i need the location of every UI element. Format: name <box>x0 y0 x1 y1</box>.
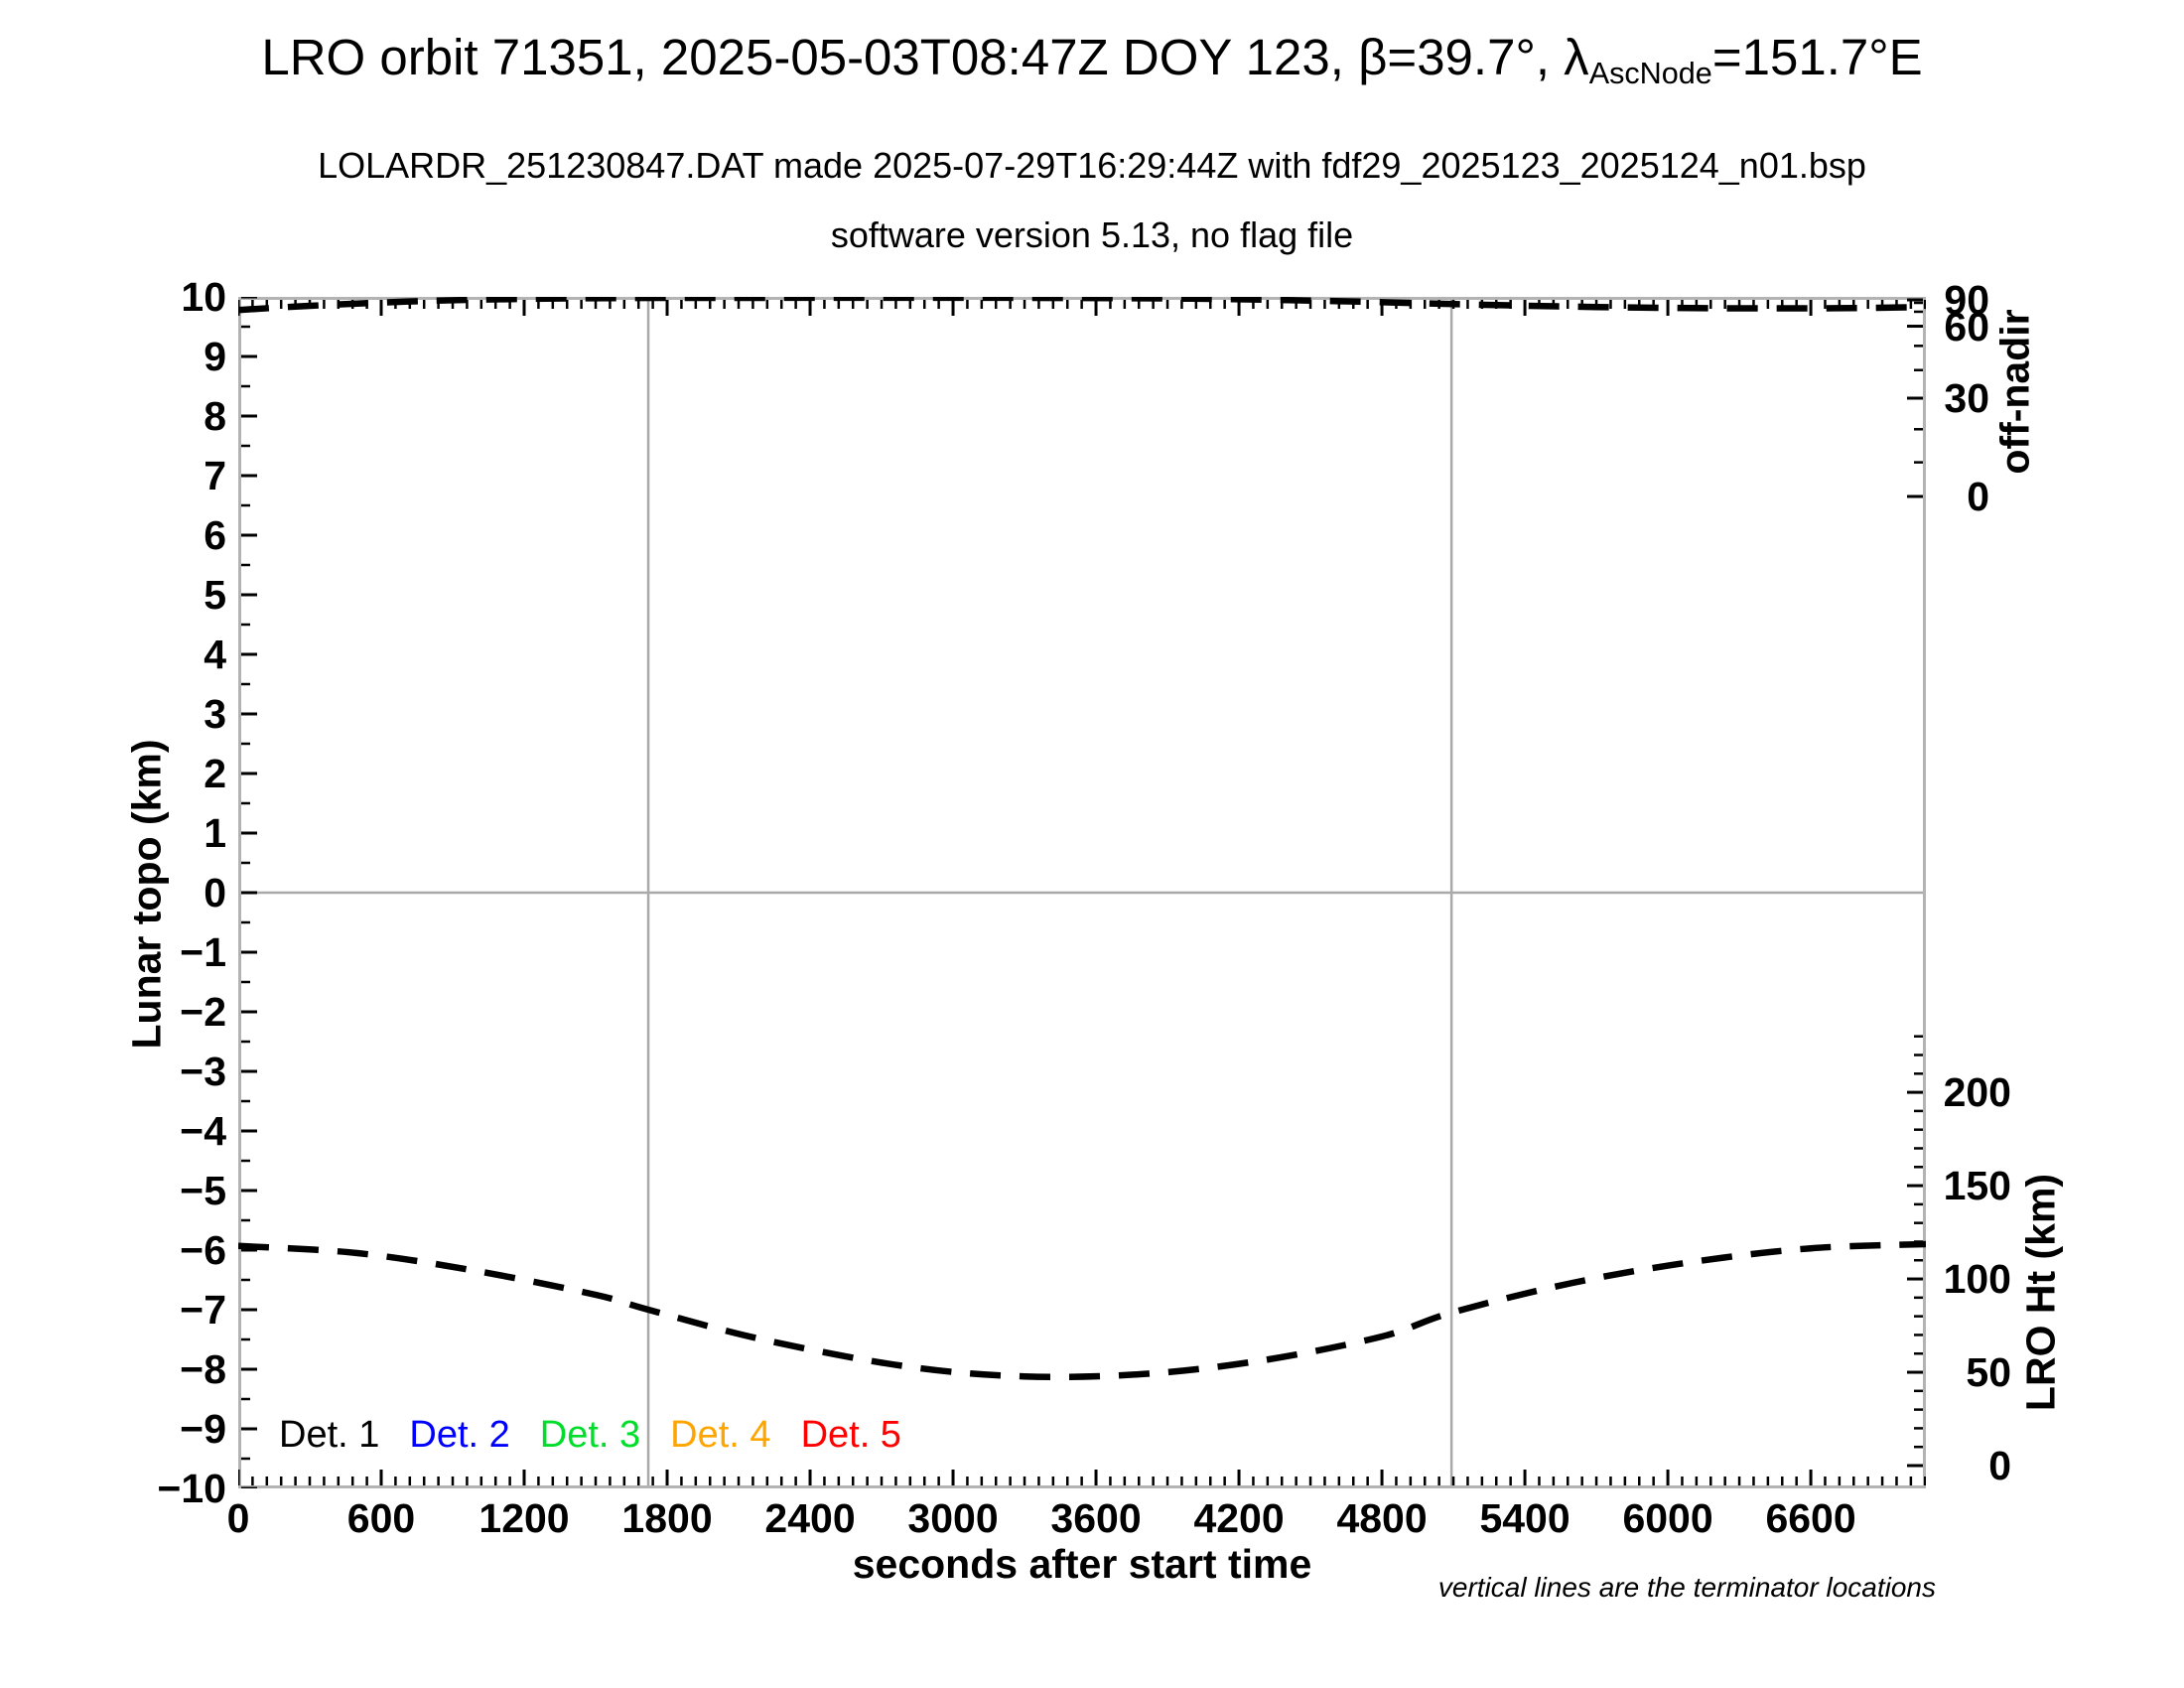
y-left-tick-label: −10 <box>157 1466 226 1511</box>
off-nadir-tick-label: 60 <box>1944 303 1989 350</box>
title-subscript: AscNode <box>1588 56 1712 90</box>
x-tick-label: 1800 <box>621 1495 713 1541</box>
y-left-tick-label: 3 <box>204 691 226 737</box>
lro-ht-tick-label: 150 <box>1943 1163 2011 1209</box>
y-left-tick-label: 4 <box>204 632 226 677</box>
title-suffix: =151.7°E <box>1711 29 1923 85</box>
legend-det-5: Det. 5 <box>800 1414 901 1456</box>
title-main: LRO orbit 71351, 2025-05-03T08:47Z DOY 1… <box>261 29 1589 85</box>
y-left-tick-label: 8 <box>204 393 226 439</box>
x-tick-label: 1200 <box>478 1495 570 1541</box>
y-left-tick-label: 7 <box>204 453 226 498</box>
y-left-tick-label: −4 <box>180 1108 226 1154</box>
y-left-tick-label: −2 <box>180 989 226 1035</box>
legend-det-2: Det. 2 <box>409 1414 510 1456</box>
plot-area <box>238 297 1926 1488</box>
detector-legend: Det. 1 Det. 2 Det. 3 Det. 4 Det. 5 <box>279 1414 901 1457</box>
x-tick-label: 600 <box>346 1495 416 1541</box>
y-left-tick-label: −5 <box>180 1168 226 1213</box>
y-left-tick-label: 0 <box>204 870 226 915</box>
y-left-tick-label: −3 <box>180 1049 226 1094</box>
y-left-tick-label: −6 <box>180 1227 226 1273</box>
y-left-tick-label: 1 <box>204 810 226 856</box>
curve-off-nadir <box>238 297 1926 314</box>
off-nadir-tick-label: 30 <box>1944 375 1989 421</box>
x-tick-label: 3600 <box>1050 1495 1142 1541</box>
lro-ht-tick-label: 0 <box>1988 1443 2011 1488</box>
legend-det-3: Det. 3 <box>539 1414 641 1456</box>
x-axis-title: seconds after start time <box>852 1541 1312 1587</box>
legend-det-4: Det. 4 <box>670 1414 771 1456</box>
off-nadir-tick-label: 90 <box>1944 277 1989 323</box>
y-left-tick-label: 9 <box>204 334 226 379</box>
off-nadir-tick-label: 0 <box>1967 474 1989 519</box>
x-tick-label: 0 <box>226 1495 250 1541</box>
y-axis-title-right-bottom: LRO Ht (km) <box>2017 1173 2064 1412</box>
y-left-tick-label: 6 <box>204 512 226 558</box>
y-left-tick-label: 10 <box>181 274 226 320</box>
x-tick-label: 4200 <box>1193 1495 1285 1541</box>
lro-ht-tick-label: 50 <box>1966 1349 2011 1396</box>
legend-det-1: Det. 1 <box>279 1414 380 1456</box>
y-axis-title-left: Lunar topo (km) <box>123 739 170 1050</box>
y-left-tick-label: −1 <box>180 929 226 975</box>
x-tick-label: 5400 <box>1479 1495 1570 1541</box>
subtitle-file-info: LOLARDR_251230847.DAT made 2025-07-29T16… <box>318 145 1866 186</box>
y-axis-title-right-top: off-nadir <box>1991 309 2038 475</box>
x-tick-label: 6600 <box>1765 1495 1856 1541</box>
y-left-tick-label: −7 <box>180 1287 226 1333</box>
lro-ht-tick-label: 200 <box>1943 1069 2011 1116</box>
x-tick-label: 6000 <box>1622 1495 1713 1541</box>
x-tick-label: 4800 <box>1336 1495 1428 1541</box>
y-left-tick-label: −9 <box>180 1406 226 1452</box>
curve-lro-height <box>238 1240 1926 1381</box>
subtitle-software-version: software version 5.13, no flag file <box>830 214 1354 255</box>
y-left-tick-label: −8 <box>180 1346 226 1392</box>
x-tick-label: 2400 <box>764 1495 856 1541</box>
page-title: LRO orbit 71351, 2025-05-03T08:47Z DOY 1… <box>0 28 2184 90</box>
terminator-footnote: vertical lines are the terminator locati… <box>1437 1572 1936 1603</box>
x-tick-label: 3000 <box>907 1495 999 1541</box>
lro-ht-tick-label: 100 <box>1943 1256 2011 1303</box>
y-left-tick-label: 5 <box>204 572 226 618</box>
y-left-tick-label: 2 <box>204 751 226 796</box>
